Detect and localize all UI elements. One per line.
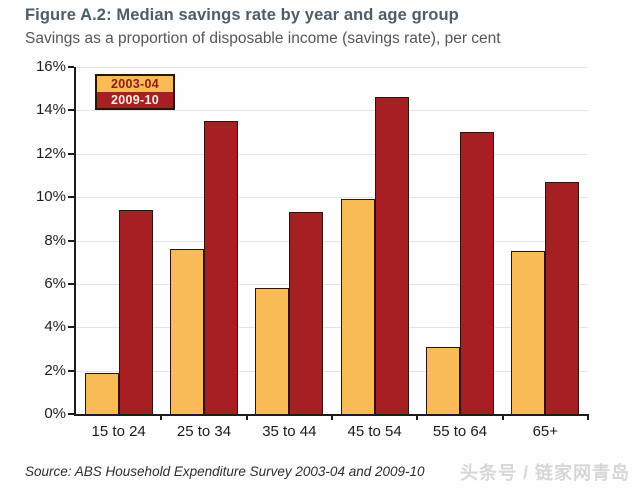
- bar-2003-04: [511, 251, 546, 414]
- y-axis-tick: [68, 109, 74, 112]
- gridline: [76, 67, 588, 68]
- y-axis-label: 16%: [35, 58, 66, 75]
- y-axis-tick: [68, 326, 74, 329]
- bar-2003-04: [84, 372, 119, 414]
- x-axis-label: 55 to 64: [432, 423, 488, 440]
- x-axis-label: 15 to 24: [91, 423, 146, 440]
- source-note: Source: ABS Household Expenditure Survey…: [25, 464, 425, 479]
- gridline: [76, 110, 588, 112]
- legend-item-2003-04: 2003-04: [97, 76, 173, 92]
- y-axis-label: 12%: [35, 144, 66, 162]
- bar-2009-10: [459, 132, 494, 414]
- y-axis-label: 14%: [35, 101, 66, 119]
- y-axis-tick: [68, 369, 74, 372]
- y-axis-label: 6%: [44, 274, 66, 292]
- x-axis-tick: [245, 414, 248, 420]
- y-axis-tick: [68, 66, 74, 68]
- page-title: Figure A.2: Median savings rate by year …: [25, 6, 459, 24]
- bar-group-35-to-44: 35 to 44: [247, 67, 332, 440]
- bar-2009-10: [289, 212, 324, 414]
- bar-series-container: 15 to 24 25 to 34 35 to 44 45 to 54 55 to 64…: [76, 67, 588, 440]
- bar-2003-04: [255, 288, 290, 414]
- bar-2009-10: [545, 181, 580, 414]
- gridline: [76, 240, 588, 242]
- bar-2003-04: [340, 199, 375, 414]
- x-axis-label: 65+: [532, 423, 559, 440]
- y-axis-label: 2%: [44, 361, 66, 379]
- y-axis-label: 10%: [35, 188, 66, 206]
- bar-group-55-to-64: 55 to 64: [417, 67, 502, 440]
- x-axis-label: 25 to 34: [176, 423, 232, 440]
- bar-2009-10: [118, 210, 153, 414]
- plot-area: 0% 2% 4% 6% 8% 10% 12% 14% 16% 15 to 24 25 to 34 3…: [36, 59, 589, 440]
- gridline: [76, 153, 588, 155]
- x-axis-tick: [160, 414, 163, 420]
- bar-group-45-to-54: 45 to 54: [332, 67, 417, 440]
- x-axis-tick: [501, 414, 504, 420]
- y-axis-tick: [68, 196, 74, 199]
- y-axis-tick: [68, 239, 74, 242]
- gridline: [76, 327, 588, 329]
- bar-2003-04: [425, 346, 460, 414]
- gridline: [76, 283, 588, 285]
- bar-2009-10: [203, 121, 238, 414]
- legend-item-2009-10: 2009-10: [97, 92, 173, 108]
- x-axis-label: 45 to 54: [347, 423, 402, 440]
- y-axis-label: 4%: [44, 318, 66, 336]
- x-axis-tick: [587, 414, 589, 420]
- gridline: [76, 370, 588, 372]
- x-axis-tick: [416, 414, 419, 420]
- bar-2003-04: [169, 249, 204, 414]
- y-axis-tick: [68, 282, 74, 285]
- y-axis-label: 8%: [44, 231, 66, 249]
- y-axis-label: 0%: [44, 405, 66, 422]
- bar-group-15-to-24: 15 to 24: [76, 67, 161, 440]
- bar-group-25-to-34: 25 to 34: [161, 67, 246, 440]
- watermark: 头条号 / 链家网青岛: [459, 463, 630, 483]
- bar-group-65+: 65+: [503, 67, 588, 440]
- legend: 2003-04 2009-10: [95, 74, 175, 110]
- chart-subtitle: Savings as a proportion of disposable in…: [25, 30, 501, 47]
- y-axis-tick: [68, 152, 74, 155]
- gridline: [76, 197, 588, 199]
- x-axis-label: 35 to 44: [262, 423, 317, 440]
- x-axis-tick: [331, 414, 333, 420]
- y-axis-tick: [68, 413, 74, 415]
- bar-2009-10: [374, 97, 409, 414]
